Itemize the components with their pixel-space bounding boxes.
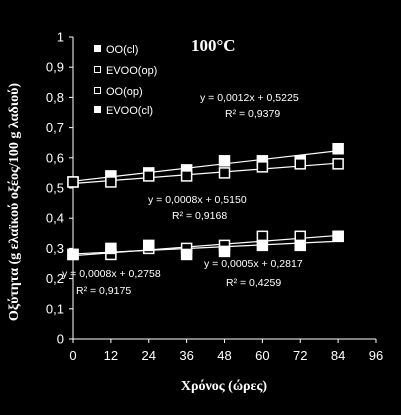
- trendline-evoocl: [72, 240, 339, 255]
- trendline-oocl: [72, 150, 339, 182]
- point-oocl: [332, 142, 344, 155]
- x-tick-label: 0: [69, 348, 76, 363]
- y-tick-label: 0,5: [46, 181, 64, 196]
- x-tick-label: 96: [369, 348, 383, 363]
- y-tick-label: 0,1: [46, 301, 64, 316]
- r2-evoo-cl: R² = 0,4259: [226, 277, 281, 289]
- y-axis-title: Οξύτητα (g ελαϊκού οξέος/100 g λαδιού): [7, 83, 22, 321]
- equation-evoo-cl: y = 0,0005x + 0,2817: [204, 258, 303, 270]
- point-oocl: [218, 155, 231, 167]
- x-axis-title: Χρόνος (ώρες): [181, 379, 268, 394]
- legend-label-evoo-cl: EVOO(cl): [106, 105, 153, 117]
- point-evoocl: [256, 239, 269, 252]
- markers: [67, 142, 344, 261]
- x-tick-label: 36: [179, 348, 193, 363]
- legend-label-evoo-op: EVOO(op): [106, 65, 157, 77]
- equation-oo-op: y = 0,0008x + 0,2758: [62, 268, 161, 280]
- point-evooop: [67, 176, 79, 188]
- y-tick-label: 0,6: [46, 150, 64, 165]
- annotations: y = 0,0012x + 0,5225 R² = 0,9379 y = 0,0…: [62, 92, 303, 297]
- y-tick-label: 0: [57, 332, 64, 347]
- point-evoocl: [67, 248, 79, 261]
- y-tick-label: 0,7: [46, 120, 64, 135]
- legend-marker-oo-cl: [94, 45, 101, 52]
- point-evooop: [332, 158, 344, 170]
- point-evooop: [256, 161, 269, 173]
- x-tick-label: 24: [142, 348, 156, 363]
- point-evoocl: [332, 230, 344, 243]
- point-evoocl: [180, 248, 193, 261]
- r2-oo-cl: R² = 0,9379: [225, 108, 280, 120]
- y-tick-label: 0,3: [46, 241, 64, 256]
- point-evooop: [218, 167, 231, 179]
- fit-lines: [72, 150, 339, 257]
- point-evooop: [143, 170, 155, 182]
- x-tick-label: 60: [255, 348, 269, 363]
- x-tick-label: 48: [217, 348, 231, 363]
- y-tick-label: 0,9: [46, 60, 64, 75]
- r2-oo-op: R² = 0,9175: [76, 285, 131, 297]
- x-tick-label: 84: [331, 348, 345, 363]
- y-tick-label: 0,8: [46, 90, 64, 105]
- point-evooop: [180, 170, 193, 182]
- equation-oo-cl: y = 0,0012x + 0,5225: [200, 92, 299, 104]
- y-tick-label: 1: [57, 30, 64, 45]
- point-evoocl: [105, 242, 117, 255]
- axes: 0 0,1 0,2 0,3 0,4 0,5 0,6 0,7 0,8 0,9 1 0 12 24 36 48 60…: [46, 30, 383, 364]
- legend-marker-oo-op: [94, 87, 101, 94]
- point-evooop: [294, 158, 306, 170]
- legend-label-oo-op: OO(op): [106, 86, 143, 98]
- trendline-evooop: [72, 162, 339, 185]
- r2-evoo-op: R² = 0,9168: [172, 210, 227, 222]
- legend: OO(cl) EVOO(op) OO(op) EVOO(cl): [94, 44, 157, 117]
- equation-evoo-op: y = 0,0008x + 0,5150: [148, 194, 247, 206]
- point-evoocl: [218, 245, 231, 258]
- legend-marker-evoo-cl: [94, 106, 101, 113]
- x-tick-label: 12: [104, 348, 118, 363]
- legend-marker-evoo-op: [94, 66, 101, 73]
- chart-title: 100°C: [191, 36, 236, 55]
- point-evoocl: [143, 239, 155, 252]
- point-evoocl: [294, 239, 306, 252]
- legend-label-oo-cl: OO(cl): [106, 44, 138, 56]
- y-tick-label: 0,2: [46, 271, 64, 286]
- y-tick-label: 0,4: [46, 211, 64, 226]
- x-tick-label: 72: [293, 348, 307, 363]
- point-evooop: [105, 176, 117, 188]
